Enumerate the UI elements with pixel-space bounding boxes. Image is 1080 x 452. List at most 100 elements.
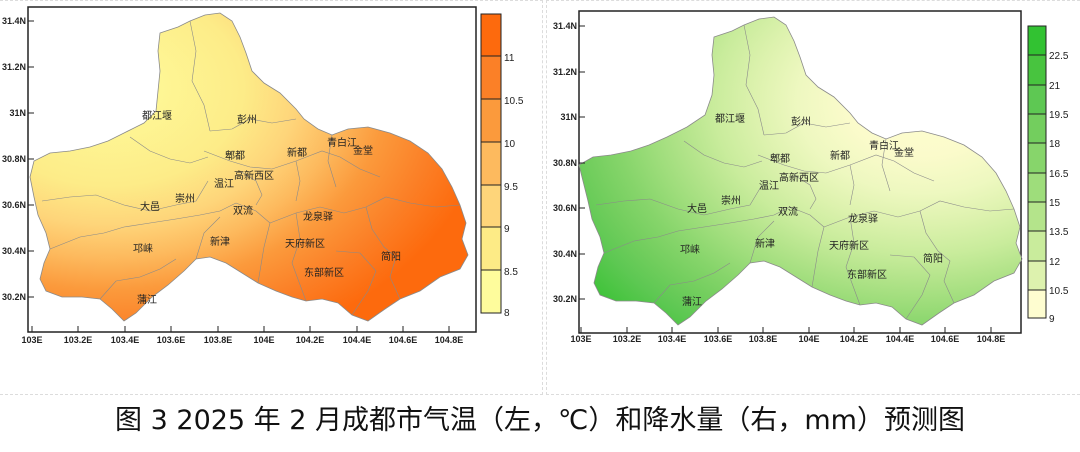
y-tick-label: 31.2N xyxy=(553,67,577,77)
place-label: 龙泉驿 xyxy=(848,212,878,225)
precipitation-map: 31.4N 31.2N 31N 30.8N 30.6N 30.4N 30.2N … xyxy=(553,10,1069,344)
y-tick-label: 31N xyxy=(560,112,577,122)
x-tick-label: 103.6E xyxy=(157,335,186,345)
x-tick-label: 104E xyxy=(798,334,819,344)
place-label: 崇州 xyxy=(721,195,741,207)
place-label: 双流 xyxy=(233,204,253,217)
district-boundaries xyxy=(41,20,461,316)
colorbar-tick: 11 xyxy=(504,53,515,64)
place-label: 金堂 xyxy=(894,146,914,159)
place-label: 新都 xyxy=(287,146,307,159)
place-label: 天府新区 xyxy=(285,237,325,250)
x-tick-label: 104.2E xyxy=(296,335,325,345)
place-label: 蒲江 xyxy=(137,293,157,306)
y-axis: 31.4N 31.2N 31N 30.8N 30.6N 30.4N 30.2N xyxy=(2,16,34,302)
colorbar-tick: 18 xyxy=(1049,139,1061,150)
temperature-map-panel: 31.4N 31.2N 31N 30.8N 30.6N 30.4N 30.2N … xyxy=(0,0,543,395)
x-tick-label: 103.8E xyxy=(204,335,233,345)
place-label: 青白江 xyxy=(869,139,899,152)
x-tick-label: 104.2E xyxy=(840,334,869,344)
temperature-map: 31.4N 31.2N 31N 30.8N 30.6N 30.4N 30.2N … xyxy=(2,6,524,345)
place-label: 简阳 xyxy=(381,250,401,263)
x-tick-label: 104.6E xyxy=(389,335,418,345)
place-label: 温江 xyxy=(759,180,779,192)
place-label: 高新西区 xyxy=(234,169,274,182)
place-label: 新津 xyxy=(210,235,230,248)
place-labels: 都江堰 彭州 郫都 新都 青白江 金堂 温江 高新西区 大邑 崇州 双流 龙泉驿… xyxy=(133,110,401,306)
y-tick-label: 30.6N xyxy=(2,200,26,210)
x-tick-label: 104.8E xyxy=(977,334,1006,344)
y-tick-label: 30.4N xyxy=(553,249,577,259)
y-tick-label: 31N xyxy=(9,108,26,118)
place-label: 新津 xyxy=(755,237,775,250)
place-label: 彭州 xyxy=(791,115,811,128)
place-label: 郫都 xyxy=(225,149,245,162)
colorbar-tick: 8 xyxy=(504,308,510,319)
x-tick-label: 103.6E xyxy=(704,334,733,344)
y-tick-label: 30.8N xyxy=(2,154,26,164)
colorbar-tick: 13.5 xyxy=(1049,227,1069,238)
place-label: 东部新区 xyxy=(847,268,887,281)
place-labels: 都江堰 彭州 郫都 新都 青白江 金堂 温江 高新西区 大邑 崇州 双流 龙泉驿… xyxy=(680,113,943,308)
place-label: 青白江 xyxy=(327,136,357,149)
map-frame xyxy=(27,6,477,333)
precipitation-colorbar: 22.5 21 19.5 18 16.5 15 13.5 12 10.5 9 xyxy=(1027,25,1069,325)
place-label: 东部新区 xyxy=(304,266,344,279)
temperature-colorbar: 11 10.5 10 9.5 9 8.5 8 xyxy=(480,13,524,319)
y-tick-label: 30.6N xyxy=(553,203,577,213)
colorbar-tick: 16.5 xyxy=(1049,169,1069,180)
place-label: 邛崃 xyxy=(680,244,700,256)
place-label: 新都 xyxy=(830,149,850,162)
place-label: 大邑 xyxy=(140,200,160,213)
y-axis: 31.4N 31.2N 31N 30.8N 30.6N 30.4N 30.2N xyxy=(553,21,585,304)
place-label: 邛崃 xyxy=(133,243,153,255)
colorbar-tick: 19.5 xyxy=(1049,110,1069,121)
colorbar-tick: 15 xyxy=(1049,198,1061,209)
y-tick-label: 30.4N xyxy=(2,246,26,256)
place-label: 崇州 xyxy=(175,193,195,205)
x-tick-label: 103.8E xyxy=(749,334,778,344)
colorbar-tick: 12 xyxy=(1049,257,1061,268)
figure-caption: 图 3 2025 年 2 月成都市气温（左，℃）和降水量（右，mm）预测图 xyxy=(115,405,965,436)
x-tick-label: 103E xyxy=(570,334,591,344)
y-tick-label: 30.2N xyxy=(2,292,26,302)
colorbar-tick: 8.5 xyxy=(504,267,518,278)
place-label: 天府新区 xyxy=(829,239,869,252)
y-tick-label: 30.2N xyxy=(553,294,577,304)
place-label: 大邑 xyxy=(687,202,707,215)
x-tick-label: 104.4E xyxy=(343,335,372,345)
y-tick-label: 31.2N xyxy=(2,62,26,72)
colorbar-tick: 10.5 xyxy=(504,96,524,107)
x-tick-label: 104E xyxy=(253,335,274,345)
place-label: 温江 xyxy=(214,178,234,190)
x-tick-label: 103.2E xyxy=(613,334,642,344)
x-tick-label: 103.4E xyxy=(111,335,140,345)
x-axis: 103E 103.2E 103.4E 103.6E 103.8E 104E 10… xyxy=(570,327,1005,344)
colorbar-tick: 21 xyxy=(1049,81,1061,92)
colorbar-tick: 9 xyxy=(1049,314,1055,325)
place-label: 双流 xyxy=(778,205,798,218)
colorbar-tick: 10.5 xyxy=(1049,286,1069,297)
x-tick-label: 103.2E xyxy=(64,335,93,345)
x-axis: 103E 103.2E 103.4E 103.6E 103.8E 104E 10… xyxy=(21,326,463,345)
x-tick-label: 104.4E xyxy=(886,334,915,344)
y-tick-label: 31.4N xyxy=(553,21,577,31)
place-label: 郫都 xyxy=(770,152,790,165)
place-label: 都江堰 xyxy=(715,113,745,125)
x-tick-label: 103E xyxy=(21,335,42,345)
precipitation-map-panel: 31.4N 31.2N 31N 30.8N 30.6N 30.4N 30.2N … xyxy=(546,0,1080,395)
place-label: 简阳 xyxy=(923,252,943,265)
place-label: 金堂 xyxy=(353,144,373,157)
x-tick-label: 103.4E xyxy=(658,334,687,344)
colorbar-tick: 9 xyxy=(504,224,510,235)
district-boundaries xyxy=(595,24,1015,320)
x-tick-label: 104.8E xyxy=(435,335,464,345)
colorbar-tick: 22.5 xyxy=(1049,51,1069,62)
place-label: 彭州 xyxy=(237,113,257,126)
place-label: 都江堰 xyxy=(142,110,172,122)
y-tick-label: 31.4N xyxy=(2,16,26,26)
y-tick-label: 30.8N xyxy=(553,158,577,168)
map-frame xyxy=(578,10,1022,334)
place-label: 龙泉驿 xyxy=(303,210,333,223)
place-label: 高新西区 xyxy=(779,171,819,184)
